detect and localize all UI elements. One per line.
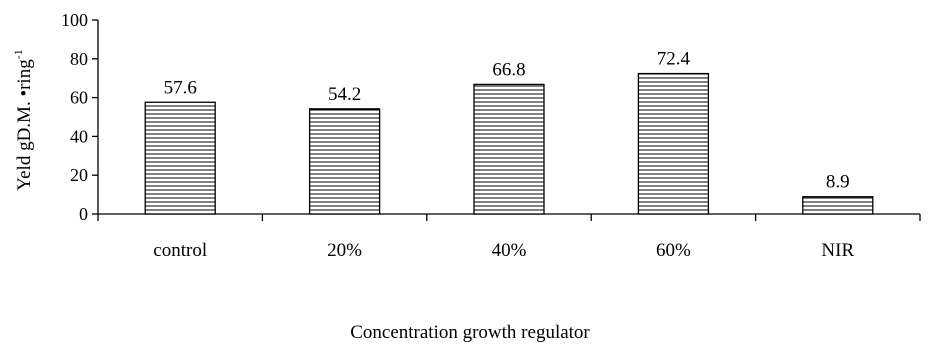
data-label: 8.9 <box>826 172 850 193</box>
y-tick-label: 0 <box>79 204 88 224</box>
x-tick-label: control <box>153 240 207 261</box>
y-tick-label: 40 <box>70 126 88 146</box>
y-tick-label: 80 <box>70 49 88 69</box>
data-label: 57.6 <box>164 77 197 98</box>
y-axis-title: Yeld gD.M. •ring-1 <box>11 49 35 190</box>
y-tick-label: 20 <box>70 165 88 185</box>
data-labels: 57.6 54.2 66.8 72.4 8.9 <box>164 49 850 193</box>
bars <box>144 72 874 215</box>
data-label: 66.8 <box>492 59 525 80</box>
bar <box>802 196 874 215</box>
y-tick-label: 100 <box>61 10 88 30</box>
x-tick-label: 60% <box>656 240 691 261</box>
y-axis-title-main: Yeld gD.M. •ring <box>14 59 35 191</box>
x-axis-title: Concentration growth regulator <box>350 322 590 343</box>
bar <box>473 83 545 215</box>
x-axis: control 20% 40% 60% NIR <box>97 213 921 261</box>
bar <box>144 101 216 215</box>
x-tick-label: 20% <box>327 240 362 261</box>
x-tick-label: 40% <box>492 240 527 261</box>
data-label: 72.4 <box>657 49 691 70</box>
x-tick-label: NIR <box>821 240 854 261</box>
bar <box>637 72 710 215</box>
y-tick-label: 60 <box>70 88 88 108</box>
data-label: 54.2 <box>328 84 361 105</box>
y-axis-title-superscript: -1 <box>11 49 25 59</box>
bar <box>308 108 381 215</box>
y-axis: 0 20 40 60 80 100 <box>61 10 99 224</box>
